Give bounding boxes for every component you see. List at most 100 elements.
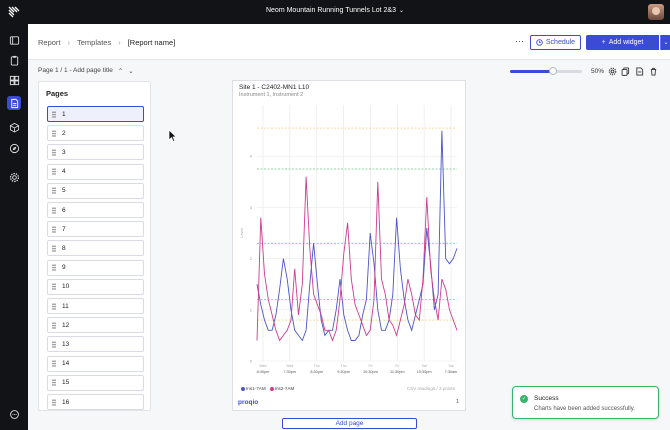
page-title-label[interactable]: Page 1 / 1 - Add page title <box>38 67 113 74</box>
page-list-item-label: 8 <box>62 244 66 252</box>
breadcrumb-report[interactable]: Report <box>38 38 61 47</box>
top-bar: Neom Mountain Running Tunnels Lot 2&3 ⌄ <box>0 0 670 24</box>
page-list-item-label: 11 <box>62 302 69 310</box>
chart-xtick-day-label: Wed <box>260 364 267 368</box>
page-list-item[interactable]: 6 <box>47 202 144 218</box>
page-list-item[interactable]: 13 <box>47 336 144 353</box>
legend-item-ins2: Ins2-7AM <box>269 386 294 391</box>
page-list-item[interactable]: 14 <box>47 355 144 372</box>
chart-xtick-label: 8:30pm <box>310 370 323 374</box>
user-avatar[interactable] <box>648 4 664 20</box>
drag-handle-icon[interactable] <box>52 244 56 252</box>
check-circle-icon: ✓ <box>520 395 528 403</box>
compass-icon[interactable] <box>7 141 21 155</box>
cube-icon[interactable] <box>7 120 21 134</box>
chart-xtick-day-label: Thu <box>314 364 320 368</box>
app-logo-icon[interactable] <box>7 5 21 19</box>
page-navigation: Page 1 / 1 - Add page title ⌃ ⌄ <box>38 67 134 75</box>
page-list-item[interactable]: 5 <box>47 182 144 199</box>
page-list-item-label: 5 <box>62 187 66 195</box>
project-selector[interactable]: Neom Mountain Running Tunnels Lot 2&3 ⌄ <box>260 7 410 14</box>
page-list-item[interactable]: 10 <box>47 278 144 295</box>
page-list-item-label: 10 <box>62 283 70 291</box>
trash-icon[interactable] <box>649 67 658 76</box>
page-list-item[interactable]: 1 <box>47 106 144 122</box>
drag-handle-icon[interactable] <box>52 225 56 233</box>
chart-xtick-day-label: Wed <box>286 364 293 368</box>
page-list-item-label: 1 <box>62 110 66 118</box>
chat-icon[interactable] <box>7 407 21 421</box>
page-list-item-label: 7 <box>62 225 66 233</box>
page-list-item[interactable]: 9 <box>47 259 144 276</box>
zoom-slider-fill <box>510 70 554 73</box>
pages-panel: Pages 1 2 3 4 5 6 7 8 9 10 11 12 13 14 15 16 <box>38 81 151 411</box>
drag-handle-icon[interactable] <box>52 302 56 310</box>
drag-handle-icon[interactable] <box>52 110 56 118</box>
page-number: 1 <box>455 399 459 405</box>
legend-swatch-ins1 <box>241 386 245 391</box>
report-icon[interactable] <box>7 96 21 110</box>
drag-handle-icon[interactable] <box>52 360 56 368</box>
clipboard-icon[interactable] <box>7 53 21 67</box>
zoom-value: 50% <box>591 68 605 75</box>
page-list-item[interactable]: 12 <box>47 317 144 334</box>
add-widget-dropdown-button[interactable]: ⌄ <box>660 35 670 50</box>
drag-handle-icon[interactable] <box>52 148 56 156</box>
drag-handle-icon[interactable] <box>52 398 56 406</box>
drag-handle-icon[interactable] <box>52 379 56 387</box>
proqio-logo: proqio <box>238 399 259 406</box>
report-page-canvas[interactable]: Site 1 - C2402-MN1 L10 Instrument 1, Ins… <box>232 80 466 411</box>
chart-widget[interactable]: 0 1 2 3 4 Level Wed 8:30pm Wed 7:30pm Thu 8:30pm Thu… <box>233 99 465 383</box>
chart-xtick-day-label: Fri <box>368 364 372 368</box>
chart-xtick-label: 10:30pm <box>417 370 432 374</box>
export-pdf-icon[interactable] <box>635 67 644 76</box>
chart-title: Site 1 - C2402-MN1 L10 <box>239 84 310 91</box>
page-list-item[interactable]: 8 <box>47 240 144 257</box>
page-list-item-label: 6 <box>62 206 66 214</box>
add-widget-button[interactable]: + Add widget <box>586 35 659 50</box>
breadcrumb-templates[interactable]: Templates <box>77 38 112 47</box>
chart-xtick-label: 8:30pm <box>257 370 270 374</box>
schedule-label: Schedule <box>545 39 576 46</box>
layers-icon[interactable] <box>7 33 21 47</box>
page-list-item[interactable]: 3 <box>47 144 144 161</box>
chevron-up-icon[interactable]: ⌃ <box>117 68 124 75</box>
page-list-item-label: 3 <box>62 148 66 156</box>
chevron-down-icon: ⌄ <box>398 8 404 14</box>
zoom-slider[interactable] <box>510 67 582 75</box>
zoom-slider-handle[interactable] <box>549 67 558 75</box>
legend-label-ins1: Ins1-7AM <box>246 386 266 391</box>
add-page-button[interactable]: Add page <box>282 418 417 429</box>
chart-ytick-label: 0 <box>250 359 253 364</box>
page-list-item[interactable]: 15 <box>47 374 144 391</box>
drag-handle-icon[interactable] <box>52 321 56 329</box>
drag-handle-icon[interactable] <box>52 340 56 348</box>
chevron-right-icon: › <box>118 38 121 47</box>
chart-ytick-label: 1 <box>250 307 253 312</box>
dashboard-icon[interactable] <box>7 73 21 87</box>
page-list-item[interactable]: 2 <box>47 125 144 142</box>
copy-icon[interactable] <box>621 67 630 76</box>
page-list-item[interactable]: 11 <box>47 298 144 314</box>
page-list-item-label: 9 <box>62 264 66 272</box>
schedule-button[interactable]: Schedule <box>530 35 581 50</box>
more-options-button[interactable]: ··· <box>515 36 524 46</box>
breadcrumb-current: [Report name] <box>127 38 176 47</box>
chart-xtick-day-label: Fri <box>395 364 399 368</box>
page-list-item[interactable]: 4 <box>47 163 144 180</box>
success-toast[interactable]: ✓ Success Charts have been added success… <box>512 386 659 419</box>
page-list-item[interactable]: 7 <box>47 221 144 238</box>
chart-legend: Ins1-7AM Ins2-7AM <box>241 386 294 391</box>
drag-handle-icon[interactable] <box>52 129 56 137</box>
drag-handle-icon[interactable] <box>52 168 56 176</box>
settings-icon[interactable] <box>7 170 21 184</box>
drag-handle-icon[interactable] <box>52 283 56 291</box>
page-list-item-label: 15 <box>62 379 70 387</box>
drag-handle-icon[interactable] <box>52 206 56 214</box>
chevron-down-icon[interactable]: ⌄ <box>128 68 134 75</box>
page-list-item[interactable]: 16 <box>47 394 144 410</box>
page-list-item-label: 16 <box>62 398 70 406</box>
drag-handle-icon[interactable] <box>52 187 56 195</box>
drag-handle-icon[interactable] <box>52 264 56 272</box>
gear-icon[interactable] <box>608 67 617 76</box>
